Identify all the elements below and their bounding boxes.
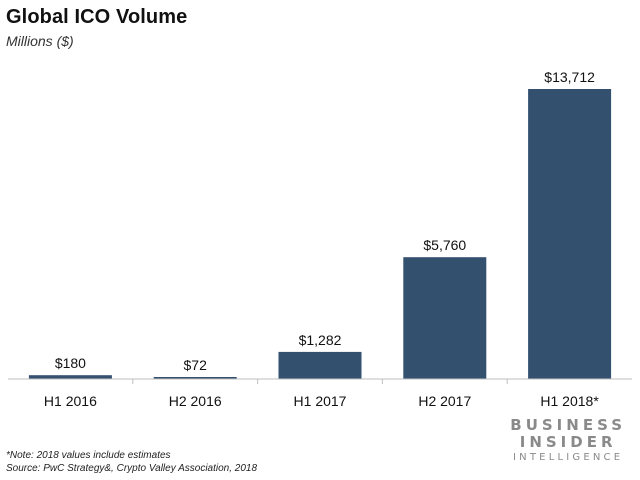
bar-h2-2016: [153, 377, 237, 379]
data-label: $1,282: [299, 332, 342, 348]
bar-chart: $180 H1 2016 $72 H2 2016 $1,282 H1 2017 $5,760…: [8, 69, 632, 409]
chart-title: Global ICO Volume: [6, 6, 188, 28]
chart-subtitle: Millions ($): [6, 33, 74, 49]
data-label: $5,760: [423, 237, 466, 253]
data-label: $13,712: [544, 69, 595, 85]
logo-line-2: INSIDER: [519, 433, 617, 451]
business-insider-intelligence-logo: BUSINESS INSIDER INTELLIGENCE: [510, 418, 626, 463]
data-label: $72: [184, 357, 208, 373]
bar-h2-2017: [403, 257, 487, 379]
x-tick-label: H2 2016: [169, 393, 222, 409]
x-tick-label: H1 2017: [294, 393, 347, 409]
logo-line-3: INTELLIGENCE: [513, 452, 624, 463]
x-tick-label: H1 2018*: [540, 393, 599, 409]
footnote-source: Source: PwC Strategy&, Crypto Valley Ass…: [6, 463, 258, 474]
bar-h1-2016: [28, 375, 112, 379]
x-tick-label: H1 2016: [44, 393, 97, 409]
x-tick-label: H2 2017: [418, 393, 471, 409]
bar-h1-2017: [278, 351, 362, 379]
footnote-note: *Note: 2018 values include estimates: [6, 450, 171, 461]
bar-h1-2018-: [528, 89, 612, 379]
logo-line-1: BUSINESS: [510, 416, 626, 434]
data-label: $180: [55, 355, 86, 371]
